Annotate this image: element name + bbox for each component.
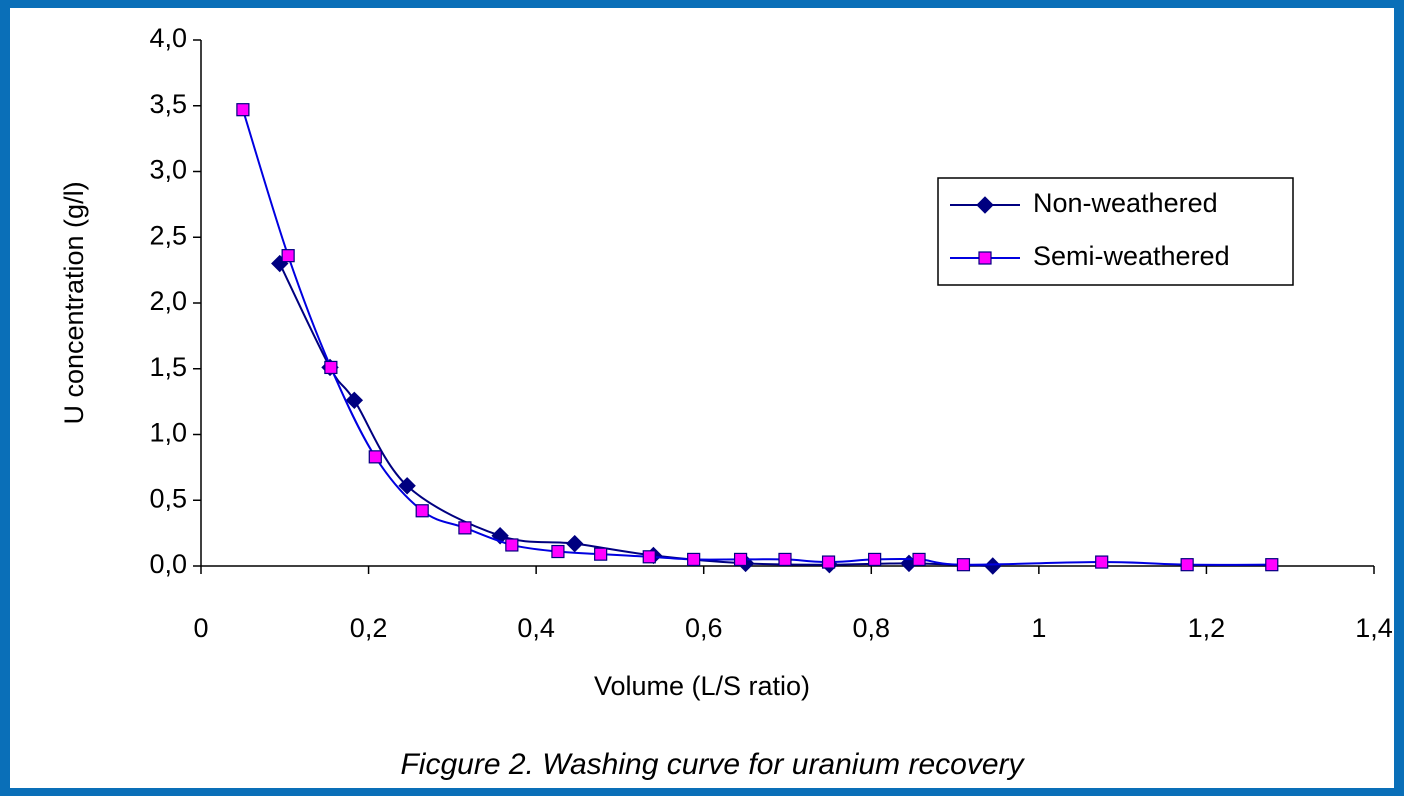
x-tick-label: 1,4 xyxy=(1355,613,1393,643)
square-marker xyxy=(687,552,701,567)
x-tick-label: 1,2 xyxy=(1188,613,1226,643)
square-marker xyxy=(1265,558,1279,572)
square-marker xyxy=(458,521,472,535)
square-marker xyxy=(415,504,429,518)
x-tick-label: 0 xyxy=(193,613,208,643)
square-marker xyxy=(236,103,250,117)
square-marker xyxy=(956,558,971,572)
x-axis-label: Volume (L/S ratio) xyxy=(594,671,810,701)
y-tick-label: 4,0 xyxy=(149,23,187,53)
y-tick-label: 2,0 xyxy=(149,286,187,316)
x-tick-label: 0,2 xyxy=(350,613,388,643)
x-tick-label: 0,8 xyxy=(853,613,891,643)
chart-title: Ficgure 2. Washing curve for uranium rec… xyxy=(400,748,1025,781)
y-tick-label: 2,5 xyxy=(149,220,187,250)
square-marker xyxy=(505,538,519,552)
y-tick-label: 3,0 xyxy=(149,155,187,185)
legend-label: Semi-weathered xyxy=(1033,241,1230,271)
x-tick-label: 0,4 xyxy=(517,613,555,643)
y-tick-label: 1,5 xyxy=(149,352,187,382)
diamond-marker xyxy=(345,391,364,410)
square-marker xyxy=(642,550,656,564)
diamond-marker xyxy=(976,196,994,214)
square-marker xyxy=(594,547,608,561)
x-tick-label: 0,6 xyxy=(685,613,723,643)
chart-background xyxy=(10,8,1394,788)
square-marker xyxy=(868,552,882,567)
x-tick-label: 1 xyxy=(1031,613,1046,643)
legend-label: Non-weathered xyxy=(1033,188,1218,218)
diamond-marker xyxy=(565,534,584,553)
square-marker xyxy=(912,552,926,567)
legend-box xyxy=(937,177,1294,286)
square-marker xyxy=(551,544,565,559)
square-marker xyxy=(733,552,748,567)
square-marker xyxy=(1095,555,1109,569)
square-marker xyxy=(778,552,792,567)
square-marker xyxy=(324,360,338,375)
y-axis-label: U concentration (g/l) xyxy=(59,181,89,424)
square-marker xyxy=(368,450,382,464)
square-marker xyxy=(1180,558,1194,572)
y-tick-label: 0,0 xyxy=(149,549,187,579)
square-marker xyxy=(821,555,836,569)
square-marker xyxy=(281,249,295,263)
series-line xyxy=(241,109,1272,566)
y-tick-label: 3,5 xyxy=(149,89,187,119)
y-tick-label: 1,0 xyxy=(149,418,187,448)
diamond-marker xyxy=(398,477,416,495)
y-tick-label: 0,5 xyxy=(149,483,187,513)
square-marker xyxy=(978,251,992,265)
